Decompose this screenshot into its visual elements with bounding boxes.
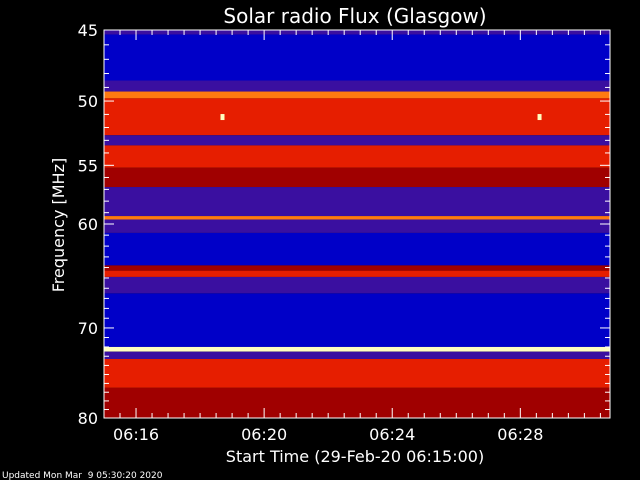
frequency-band xyxy=(104,219,610,233)
y-tick-label: 55 xyxy=(78,156,98,175)
frequency-band xyxy=(104,30,610,35)
y-axis: 45 50 55 60 70 80 xyxy=(78,21,610,428)
y-tick-label: 50 xyxy=(78,92,98,111)
radio-burst xyxy=(220,114,225,121)
x-tick-label: 06:28 xyxy=(497,425,543,444)
y-tick-label: 70 xyxy=(78,319,98,338)
y-tick-label: 60 xyxy=(78,215,98,234)
x-axis-label: Start Time (29-Feb-20 06:15:00) xyxy=(226,447,484,466)
frequency-band xyxy=(104,359,610,388)
frequency-band xyxy=(104,276,610,294)
frequency-band xyxy=(104,265,610,271)
frequency-band xyxy=(104,187,610,217)
updated-timestamp: Updated Mon Mar 9 05:30:20 2020 xyxy=(2,471,163,480)
x-axis: 06:16 06:20 06:24 06:28 xyxy=(103,30,601,444)
frequency-band xyxy=(104,135,610,146)
chart-title: Solar radio Flux (Glasgow) xyxy=(223,4,486,28)
frequency-band xyxy=(104,34,610,81)
frequency-band xyxy=(104,91,610,99)
frequency-band xyxy=(104,293,610,347)
frequency-band xyxy=(104,98,610,136)
radio-burst xyxy=(537,114,542,121)
bursts xyxy=(220,114,542,121)
frequency-band xyxy=(104,351,610,360)
frequency-band xyxy=(104,232,610,266)
frequency-band xyxy=(104,216,610,220)
frequency-band xyxy=(104,270,610,277)
frequency-band xyxy=(104,167,610,188)
x-tick-label: 06:20 xyxy=(241,425,287,444)
frequency-band xyxy=(104,387,610,418)
x-tick-label: 06:24 xyxy=(369,425,415,444)
frequency-band xyxy=(104,80,610,92)
y-tick-label: 45 xyxy=(78,21,98,40)
frequency-band xyxy=(104,346,610,352)
y-tick-label: 80 xyxy=(78,409,98,428)
y-axis-label: Frequency [MHz] xyxy=(49,158,68,292)
frequency-band xyxy=(104,145,610,168)
x-tick-label: 06:16 xyxy=(113,425,159,444)
plot-area xyxy=(104,30,610,418)
